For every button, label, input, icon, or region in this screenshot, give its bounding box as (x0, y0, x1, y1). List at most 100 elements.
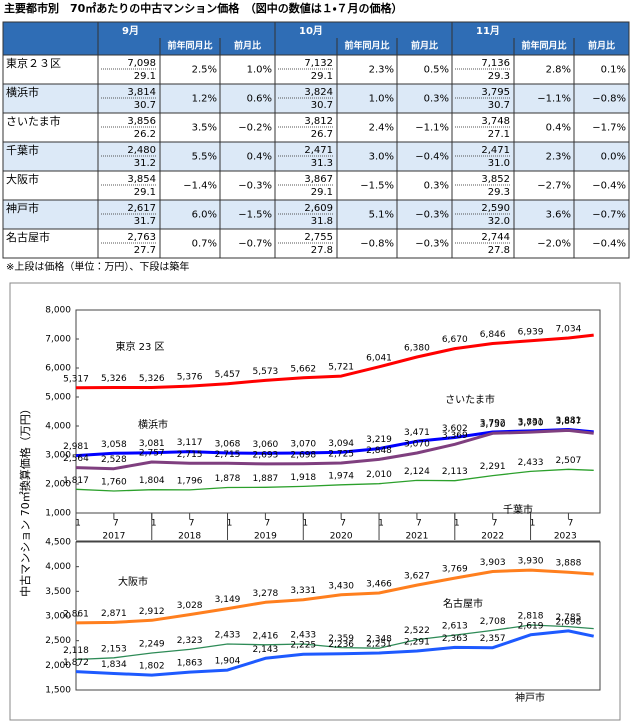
building-age: 29.1 (311, 71, 333, 82)
series-line (75, 629, 595, 677)
value-label: 2,433 (215, 630, 241, 640)
value-label: 5,457 (215, 370, 241, 380)
building-age: 27.8 (488, 245, 510, 256)
series-line (75, 568, 594, 625)
yoy-change: 0.4% (546, 123, 571, 134)
yoy-change: 1.2% (192, 94, 217, 105)
price: 7,136 (481, 58, 510, 69)
price: 2,471 (304, 145, 333, 156)
value-label: 3,081 (139, 439, 165, 449)
value-label: 5,326 (101, 374, 127, 384)
mom-change: 0.6% (247, 94, 272, 105)
price: 3,854 (127, 174, 156, 185)
value-label: 3,831 (518, 417, 544, 427)
city-name: 名古屋市 (6, 230, 50, 244)
value-label: 2,118 (63, 646, 89, 656)
value-label: 3,369 (442, 431, 468, 441)
mom-change: −0.8% (592, 94, 626, 105)
mom-change: 0.0% (601, 152, 626, 163)
yoy-change: 1.0% (369, 94, 394, 105)
yoy-change: 2.8% (546, 65, 571, 76)
series-line (75, 333, 594, 390)
price: 3,814 (127, 87, 156, 98)
value-label: 2,912 (139, 607, 165, 617)
year-label: 2023 (554, 532, 577, 542)
mom-change: −0.4% (592, 181, 626, 192)
series-name: 横浜市 (138, 418, 168, 431)
building-age: 27.1 (488, 129, 510, 140)
value-label: 3,028 (177, 601, 203, 611)
value-label: 2,251 (366, 639, 392, 649)
plot-area (75, 309, 601, 514)
series-name: 千葉市 (503, 503, 533, 516)
x-tick-label: 7 (265, 519, 271, 529)
value-label: 2,708 (480, 617, 506, 627)
y-tick-label: 1,000 (45, 509, 71, 519)
y-tick-label: 2,500 (45, 636, 71, 646)
yoy-change: 5.5% (192, 152, 217, 163)
value-label: 2,981 (63, 442, 89, 452)
yoy-change: −1.1% (537, 94, 571, 105)
price: 2,755 (304, 232, 333, 243)
value-label: 7,034 (556, 325, 582, 335)
value-label: 3,149 (215, 595, 241, 605)
mom-change: −0.3% (415, 239, 449, 250)
y-tick-label: 8,000 (45, 306, 71, 316)
value-label: 5,376 (177, 373, 203, 383)
building-age: 31.8 (311, 216, 333, 227)
yoy-change: 0.7% (192, 239, 217, 250)
year-label: 2020 (330, 532, 353, 542)
value-label: 2,564 (63, 454, 89, 464)
x-tick-label: 7 (492, 519, 498, 529)
price: 7,098 (127, 58, 156, 69)
yoy-change: −0.8% (360, 239, 394, 250)
y-tick-label: 6,000 (45, 364, 71, 374)
value-label: 2,848 (366, 446, 392, 456)
value-label: 3,117 (177, 438, 203, 448)
value-label: 1,974 (328, 471, 354, 481)
sub-header: 前年同月比 (167, 40, 212, 52)
city-name: さいたま市 (6, 115, 61, 128)
value-label: 2,715 (177, 450, 203, 460)
city-name: 大阪市 (6, 172, 39, 186)
value-label: 1,878 (215, 474, 241, 484)
value-label: 2,433 (518, 458, 544, 468)
value-label: 3,068 (215, 440, 241, 450)
price: 3,867 (304, 174, 333, 185)
table-header-bg (3, 22, 629, 55)
sub-header: 前月比 (411, 40, 438, 52)
y-tick-label: 7,000 (45, 335, 71, 345)
x-tick-label: 7 (568, 519, 574, 529)
value-label: 3,881 (556, 416, 582, 426)
y-tick-label: 2,000 (45, 480, 71, 490)
value-label: 1,804 (139, 476, 165, 486)
value-label: 3,070 (404, 439, 430, 449)
value-label: 2,357 (480, 634, 506, 644)
month-header: 9月 (122, 25, 139, 37)
building-age: 31.7 (134, 216, 156, 227)
building-age: 30.7 (311, 100, 333, 111)
year-label: 2022 (481, 532, 504, 542)
series-name: さいたま市 (445, 393, 495, 406)
value-label: 3,466 (366, 580, 392, 590)
yoy-change: 5.1% (369, 210, 394, 221)
price: 3,795 (481, 87, 510, 98)
value-label: 3,060 (253, 440, 279, 450)
value-label: 3,769 (442, 565, 468, 575)
building-age: 31.2 (134, 158, 156, 169)
mom-change: −0.3% (238, 181, 272, 192)
value-label: 5,662 (290, 364, 316, 374)
value-label: 3,903 (480, 558, 506, 568)
x-tick-label: 1 (227, 519, 233, 529)
value-label: 2,698 (290, 450, 316, 460)
mom-change: −0.4% (415, 152, 449, 163)
value-label: 2,143 (253, 645, 279, 655)
city-name: 横浜市 (6, 85, 39, 99)
year-label: 2019 (254, 532, 277, 542)
series-name: 神戸市 (515, 691, 545, 704)
mom-change: 0.1% (601, 65, 626, 76)
value-label: 2,348 (366, 635, 392, 645)
series-name: 大阪市 (118, 575, 148, 588)
